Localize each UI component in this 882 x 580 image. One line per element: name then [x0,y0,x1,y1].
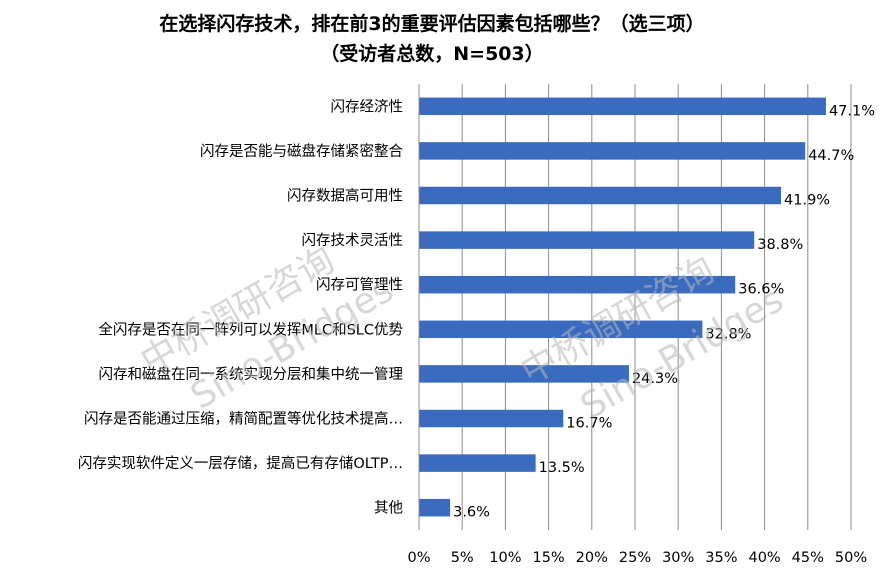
bar [419,409,564,428]
category-label: 全闪存是否在同一阵列可以发挥MLC和SLC优势 [98,320,403,338]
category-label: 闪存实现软件定义一层存储，提高已有存储OLTP… [78,455,403,472]
x-tick-label: 25% [619,550,651,566]
x-tick-label: 5% [451,550,474,566]
x-axis-ticks: 0% 5% 10% 15% 20% 25% 30% 35% 40% 45% 50% [407,550,867,566]
x-tick-label: 10% [489,550,521,566]
x-tick-label: 30% [662,550,694,566]
chart-title: 在选择闪存技术，排在前3的重要评估因素包括哪些？（选三项） [159,12,704,35]
data-label: 13.5% [539,460,585,476]
x-tick-label: 40% [748,550,780,566]
category-label: 闪存技术灵活性 [302,232,404,249]
bar [419,142,806,160]
category-label: 闪存是否能与磁盘存储紧密整合 [200,142,403,160]
bar [419,275,736,294]
x-tick-label: 20% [576,550,608,566]
data-label: 16.7% [566,416,612,432]
category-label: 闪存是否能通过压缩，精简配置等优化技术提高… [84,410,403,428]
data-label: 32.8% [705,326,751,342]
bar [419,320,703,339]
x-tick-label: 0% [407,550,430,566]
data-label: 24.3% [632,371,678,387]
data-label: 38.8% [757,237,803,253]
x-tick-label: 45% [792,550,824,566]
chart-subtitle: （受访者总数，N=503） [320,42,543,65]
bar [419,97,826,116]
x-tick-label: 15% [532,550,564,566]
data-label: 44.7% [808,148,854,164]
x-tick-label: 50% [835,550,867,566]
data-label: 36.6% [738,282,784,298]
bar [419,454,536,472]
data-label: 3.6% [453,505,490,521]
bar [419,365,629,383]
value-labels: 47.1% 44.7% 41.9% 38.8% 36.6% 32.8% 24.3% 16.7%… [453,103,875,520]
bar [419,186,782,205]
x-tick-label: 35% [705,550,737,566]
data-label: 41.9% [784,193,830,209]
category-label: 闪存经济性 [331,98,404,115]
category-label: 闪存可管理性 [316,277,403,294]
data-label: 47.1% [829,103,875,119]
category-labels: 闪存经济性闪存是否能与磁盘存储紧密整合闪存数据高可用性闪存技术灵活性闪存可管理性… [78,98,404,516]
bar [419,498,451,517]
bar [419,231,755,249]
category-label: 闪存和磁盘在同一系统实现分层和集中统一管理 [99,365,404,383]
bars [419,97,826,517]
category-label: 闪存数据高可用性 [287,188,403,205]
category-label: 其他 [374,500,403,517]
